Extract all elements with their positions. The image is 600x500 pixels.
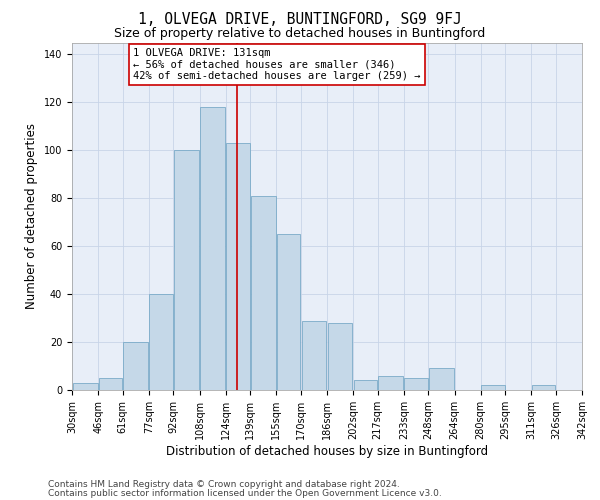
X-axis label: Distribution of detached houses by size in Buntingford: Distribution of detached houses by size … [166,444,488,458]
Bar [277,234,300,390]
Bar [124,342,148,390]
Text: Contains public sector information licensed under the Open Government Licence v3: Contains public sector information licen… [48,489,442,498]
Bar [200,107,225,390]
Bar [354,380,377,390]
Bar [99,378,122,390]
Bar [149,294,173,390]
Bar [429,368,454,390]
Text: Size of property relative to detached houses in Buntingford: Size of property relative to detached ho… [115,28,485,40]
Bar [481,385,505,390]
Bar [251,196,275,390]
Text: 1, OLVEGA DRIVE, BUNTINGFORD, SG9 9FJ: 1, OLVEGA DRIVE, BUNTINGFORD, SG9 9FJ [138,12,462,28]
Bar [73,383,98,390]
Bar [174,150,199,390]
Bar [328,323,352,390]
Bar [226,143,250,390]
Bar [302,320,326,390]
Bar [532,385,555,390]
Text: 1 OLVEGA DRIVE: 131sqm
← 56% of detached houses are smaller (346)
42% of semi-de: 1 OLVEGA DRIVE: 131sqm ← 56% of detached… [133,48,421,81]
Bar [404,378,428,390]
Text: Contains HM Land Registry data © Crown copyright and database right 2024.: Contains HM Land Registry data © Crown c… [48,480,400,489]
Bar [379,376,403,390]
Y-axis label: Number of detached properties: Number of detached properties [25,123,38,309]
